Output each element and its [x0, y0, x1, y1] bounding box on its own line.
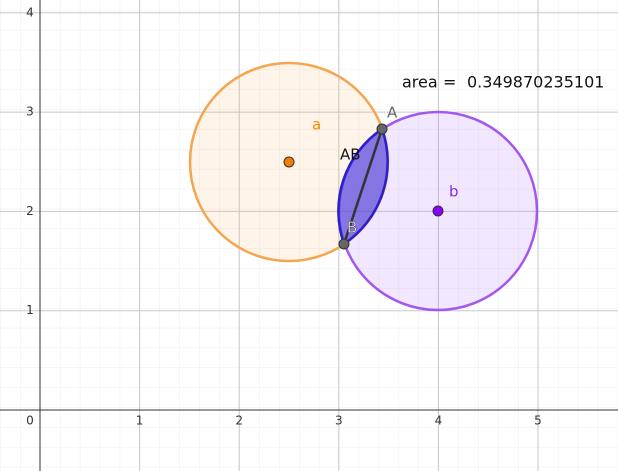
y-tick-label: 3 [26, 105, 34, 119]
center-b[interactable] [432, 205, 444, 217]
area-value: 0.349870235101 [467, 73, 604, 92]
y-tick-label: 4 [26, 5, 34, 19]
x-tick-label: 1 [136, 414, 144, 428]
x-tick-label: 3 [335, 414, 343, 428]
y-tick-label: 1 [26, 303, 34, 317]
center-a[interactable] [283, 156, 295, 168]
y-tick-label: 2 [26, 204, 34, 218]
circle-a-label: a [312, 116, 321, 134]
point-b[interactable] [338, 238, 350, 250]
x-tick-label: 2 [235, 414, 243, 428]
segment-ab[interactable] [342, 128, 384, 245]
tick-labels: 0 1 2 3 4 5 1 2 3 4 [26, 5, 542, 427]
area-label: area [402, 73, 438, 92]
point-b-label: B [347, 219, 357, 237]
x-tick-label: 5 [534, 414, 542, 428]
circle-b-label: b [449, 183, 459, 201]
area-equals: = [443, 73, 456, 92]
point-a[interactable] [376, 123, 388, 135]
origin-label: 0 [26, 414, 34, 428]
segment-label: AB [340, 146, 361, 164]
x-tick-label: 4 [435, 414, 443, 428]
point-a-label: A [387, 104, 398, 122]
